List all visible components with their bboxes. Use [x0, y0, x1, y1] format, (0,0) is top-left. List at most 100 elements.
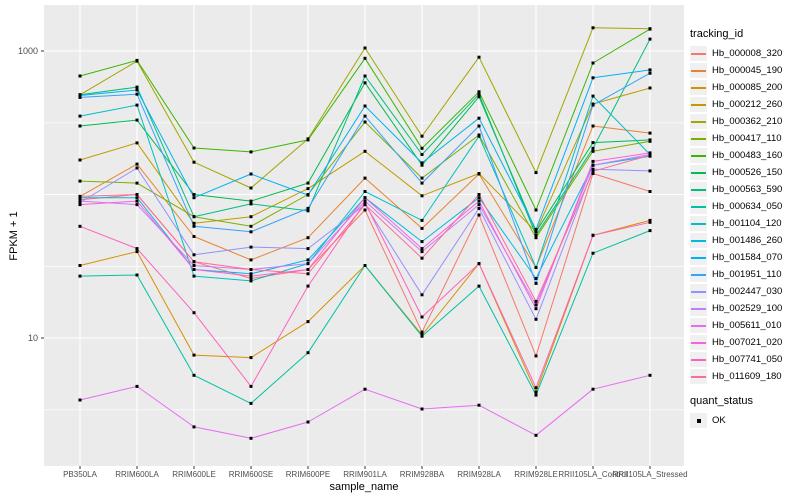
- legend-item-label: Hb_000634_050: [712, 201, 783, 212]
- legend-items-tracking-id: Hb_000008_320 Hb_000045_190 Hb_000085_200 H…: [690, 45, 798, 385]
- legend-item-label: Hb_000008_320: [712, 48, 783, 59]
- series-line-icon: [691, 290, 706, 293]
- series-line-icon: [691, 324, 706, 327]
- legend-item-label: Hb_000526_150: [712, 167, 783, 178]
- series-line-icon: [691, 52, 706, 55]
- series-line-icon: [691, 188, 706, 191]
- x-axis-ticks: PB350LA RRIM600LA RRIM600LE RRIM600SE RRIM60…: [63, 466, 688, 479]
- legend-key-swatch: [690, 284, 707, 299]
- legend-key-swatch: [690, 114, 707, 129]
- legend-key-swatch: [690, 182, 707, 197]
- legend-key-swatch: [690, 369, 707, 384]
- legend-item: Hb_000417_110: [690, 130, 798, 147]
- legend-key-swatch: [690, 250, 707, 265]
- legend-key-swatch: [690, 233, 707, 248]
- legend-item: Hb_001486_260: [690, 232, 798, 249]
- series-line-icon: [691, 154, 706, 157]
- series-line-icon: [691, 273, 706, 276]
- svg-text:PB350LA: PB350LA: [63, 470, 97, 479]
- svg-text:RRIM600PE: RRIM600PE: [286, 470, 330, 479]
- legend-item-label: Hb_007021_020: [712, 337, 783, 348]
- series-line-icon: [691, 205, 706, 208]
- legend-item: Hb_000008_320: [690, 45, 798, 62]
- legend-item: Hb_001951_110: [690, 266, 798, 283]
- series-line-icon: [691, 375, 706, 378]
- legend-item-label: Hb_000483_160: [712, 150, 783, 161]
- legend-item-label: Hb_001951_110: [712, 269, 782, 280]
- svg-text:RRIM901LA: RRIM901LA: [343, 470, 387, 479]
- legend-title-tracking-id: tracking_id: [690, 28, 744, 40]
- legend-key-swatch: [690, 199, 707, 214]
- svg-text:10: 10: [28, 333, 38, 343]
- point-marker-icon: [696, 418, 701, 423]
- svg-text:RRIM600LA: RRIM600LA: [115, 470, 159, 479]
- legend: tracking_id Hb_000008_320 Hb_000045_190 Hb…: [690, 28, 798, 429]
- series-line-icon: [691, 86, 706, 89]
- legend-item-label: Hb_001104_120: [712, 218, 782, 229]
- legend-item: Hb_000362_210: [690, 113, 798, 130]
- legend-key-swatch: [690, 301, 707, 316]
- legend-item-label: Hb_000563_590: [712, 184, 783, 195]
- svg-text:RRIM600SE: RRIM600SE: [229, 470, 273, 479]
- series-line-icon: [691, 120, 706, 123]
- legend-key-swatch: [690, 165, 707, 180]
- legend-item: Hb_000483_160: [690, 147, 798, 164]
- legend-item: Hb_000212_260: [690, 96, 798, 113]
- legend-item-label: Hb_001584_070: [712, 252, 783, 263]
- series-line-icon: [691, 222, 706, 225]
- legend-key-swatch: [690, 80, 707, 95]
- legend-item: Hb_007741_050: [690, 351, 798, 368]
- series-line-icon: [691, 307, 706, 310]
- legend-item-label: Hb_002447_030: [712, 286, 783, 297]
- legend-key-swatch: [690, 267, 707, 282]
- legend-item-label: Hb_011609_180: [712, 371, 782, 382]
- legend-item-label: Hb_001486_260: [712, 235, 783, 246]
- legend-item: Hb_001584_070: [690, 249, 798, 266]
- legend-item-label: Hb_002529_100: [712, 303, 783, 314]
- svg-text:RRIM928LE: RRIM928LE: [514, 470, 558, 479]
- svg-text:RRIM600LE: RRIM600LE: [172, 470, 216, 479]
- series-line-icon: [691, 239, 706, 242]
- legend-item-label: Hb_007741_050: [712, 354, 783, 365]
- legend-key-swatch: [690, 148, 707, 163]
- legend-item-label: Hb_000045_190: [712, 65, 783, 76]
- legend-key-swatch: [690, 216, 707, 231]
- legend-item: Hb_000085_200: [690, 79, 798, 96]
- legend-item: Hb_000526_150: [690, 164, 798, 181]
- legend-title-quant-status: quant_status: [690, 395, 753, 407]
- legend-item: Hb_011609_180: [690, 368, 798, 385]
- legend-item-label: Hb_000417_110: [712, 133, 782, 144]
- legend-item-ok-label: OK: [712, 415, 726, 426]
- svg-text:RRIM928LA: RRIM928LA: [457, 470, 501, 479]
- legend-key-swatch: [690, 46, 707, 61]
- legend-item: Hb_002529_100: [690, 300, 798, 317]
- svg-text:1000: 1000: [18, 46, 38, 56]
- series-line-icon: [691, 171, 706, 174]
- series-line-icon: [691, 256, 706, 259]
- y-axis-ticks: 10 1000: [18, 46, 44, 343]
- svg-text:RRIM928BA: RRIM928BA: [400, 470, 445, 479]
- legend-item: Hb_000045_190: [690, 62, 798, 79]
- legend-key-swatch: [690, 131, 707, 146]
- legend-key-swatch: [690, 97, 707, 112]
- legend-item-label: Hb_000362_210: [712, 116, 783, 127]
- series-line-icon: [691, 137, 706, 140]
- data-points: [78, 26, 652, 440]
- series-line-icon: [691, 341, 706, 344]
- series-line-icon: [691, 69, 706, 72]
- legend-item-label: Hb_000085_200: [712, 82, 783, 93]
- legend-item-label: Hb_000212_260: [712, 99, 783, 110]
- legend-item-label: Hb_005611_010: [712, 320, 782, 331]
- legend-key-swatch: [690, 352, 707, 367]
- legend-item: Hb_007021_020: [690, 334, 798, 351]
- series-line-icon: [691, 358, 706, 361]
- plot-panel: [44, 5, 684, 466]
- legend-item: Hb_005611_010: [690, 317, 798, 334]
- legend-key-swatch: [690, 63, 707, 78]
- y-axis-title: FPKM + 1: [8, 211, 20, 261]
- legend-item: Hb_002447_030: [690, 283, 798, 300]
- quant-ok-key: [690, 413, 707, 428]
- series-line-icon: [691, 103, 706, 106]
